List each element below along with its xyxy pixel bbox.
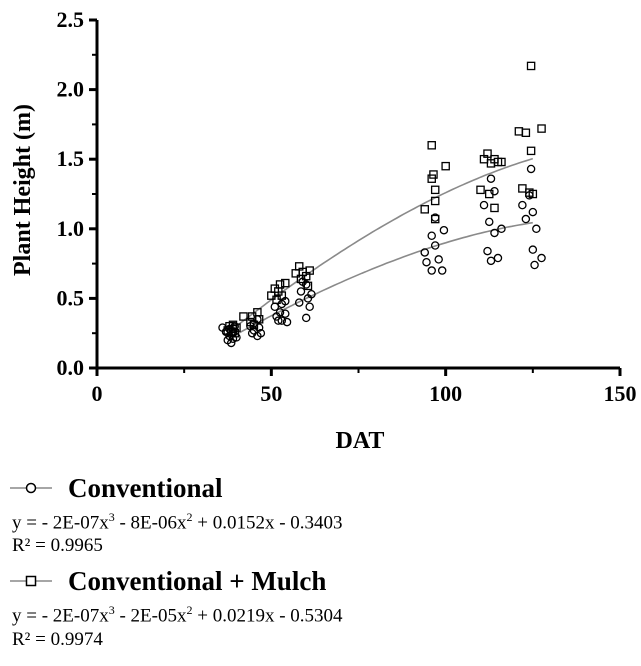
data-point-circle — [528, 245, 538, 254]
data-point-circle — [434, 255, 443, 264]
data-point-square — [526, 146, 536, 156]
data-point-square — [430, 185, 440, 195]
data-point-square — [483, 149, 492, 158]
data-point-circle — [301, 280, 311, 289]
data-point-square — [490, 203, 499, 213]
data-point-circle — [437, 266, 447, 275]
legend: Conventional y = - 2E-07x3 - 8E-06x2 + 0… — [8, 470, 628, 657]
x-tick-label: 50 — [260, 381, 282, 406]
data-point-square — [303, 281, 313, 291]
data-point-circle — [518, 200, 527, 210]
data-point-circle — [532, 224, 541, 234]
data-point-square — [281, 278, 290, 288]
data-point-circle — [282, 317, 292, 327]
data-point-circle — [497, 224, 506, 234]
data-point-square — [420, 205, 429, 214]
data-point-circle — [430, 241, 440, 250]
data-point-circle — [277, 316, 287, 325]
data-point-circle — [439, 225, 449, 235]
data-point-circle — [296, 287, 306, 296]
data-point-circle — [526, 164, 536, 174]
data-point-circle — [305, 302, 314, 312]
data-point-square — [484, 189, 494, 199]
data-point-circle — [493, 253, 503, 263]
data-point-square — [249, 320, 259, 330]
data-point-circle — [521, 214, 531, 224]
data-point-circle — [256, 328, 266, 338]
data-point-circle — [537, 253, 546, 263]
data-point-square — [518, 184, 527, 193]
square-marker-icon — [10, 576, 52, 587]
y-tick-label: 0.5 — [57, 285, 85, 310]
data-point-square — [305, 266, 314, 275]
fit-curve — [229, 221, 533, 339]
data-point-square — [497, 157, 506, 167]
data-point-circle — [274, 316, 283, 325]
data-point-square — [514, 127, 524, 136]
data-point-square — [230, 328, 239, 338]
data-point-circle — [479, 200, 489, 210]
data-point-circle — [486, 256, 496, 266]
data-point-circle — [420, 248, 429, 257]
r-squared: R² = 0.9965 — [12, 535, 103, 557]
x-tick-label: 100 — [429, 381, 462, 406]
data-point-circle — [490, 186, 499, 196]
legend-entry-conventional: Conventional y = - 2E-07x3 - 8E-06x2 + 0… — [8, 470, 628, 557]
r-squared: R² = 0.9974 — [12, 628, 103, 650]
data-point-circle — [422, 257, 431, 267]
data-point-circle — [490, 228, 499, 238]
scatter-chart: 0.0 0.5 1.0 1.5 2.0 2.5 0 50 100 150 DAT Plant He… — [10, 7, 637, 454]
data-point-square — [427, 141, 436, 150]
data-point-circle — [530, 260, 539, 270]
data-point-square — [430, 196, 440, 206]
regression-equation: y = - 2E-07x3 - 2E-05x2 + 0.0219x - 0.53… — [12, 603, 343, 627]
legend-entry-mulch: Conventional + Mulch y = - 2E-07x3 - 2E-… — [8, 563, 628, 650]
fit-curve — [229, 157, 534, 333]
y-tick-label: 2.0 — [57, 77, 85, 102]
y-tick-label: 0.0 — [57, 355, 85, 380]
legend-label: Conventional + Mulch — [68, 565, 327, 596]
data-point-circle — [294, 298, 304, 307]
data-point-square — [275, 280, 285, 289]
data-point-square — [254, 315, 264, 324]
data-point-square — [429, 170, 438, 179]
data-point-circle — [483, 246, 492, 256]
y-tick-label: 1.5 — [57, 146, 85, 171]
data-point-circle — [281, 309, 290, 318]
data-point-circle — [307, 289, 316, 299]
circle-marker-icon — [10, 482, 52, 494]
data-point-square — [430, 214, 440, 224]
data-point-square — [521, 128, 531, 138]
y-tick-label: 1.0 — [57, 216, 85, 241]
data-point-square — [232, 323, 241, 332]
data-point-circle — [528, 207, 538, 217]
data-point-circle — [254, 323, 264, 332]
x-tick-label: 0 — [92, 381, 103, 406]
legend-label: Conventional — [68, 472, 223, 503]
data-point-circle — [301, 313, 311, 323]
data-point-circle — [226, 338, 236, 348]
data-point-square — [239, 312, 248, 321]
data-point-square — [537, 124, 546, 133]
data-point-square — [441, 161, 450, 171]
data-point-square — [277, 291, 287, 300]
data-point-square — [528, 189, 538, 199]
y-tick-label: 2.5 — [57, 7, 85, 32]
data-point-circle — [486, 174, 496, 183]
data-point-circle — [427, 266, 436, 275]
data-point-circle — [484, 217, 494, 227]
x-axis-title: DAT — [336, 428, 385, 454]
data-point-circle — [275, 308, 285, 317]
regression-equation: y = - 2E-07x3 - 8E-06x2 + 0.0152x - 0.34… — [12, 510, 343, 534]
x-tick-label: 150 — [604, 381, 637, 406]
data-point-square — [526, 61, 536, 71]
y-axis-title: Plant Height (m) — [10, 104, 36, 276]
plot-area: 0.0 0.5 1.0 1.5 2.0 2.5 0 50 100 150 — [57, 7, 637, 406]
data-point-square — [476, 185, 485, 195]
data-point-circle — [427, 231, 436, 241]
